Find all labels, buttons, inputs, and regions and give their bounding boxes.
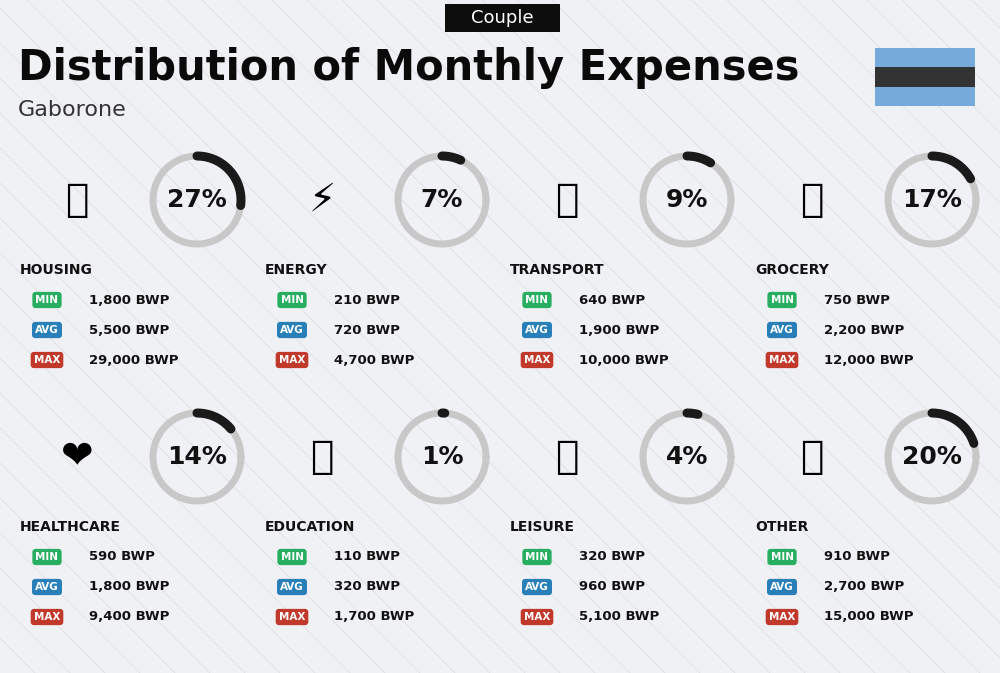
- Text: OTHER: OTHER: [755, 520, 808, 534]
- Text: 7%: 7%: [421, 188, 463, 212]
- Text: MIN: MIN: [770, 552, 794, 562]
- Text: EDUCATION: EDUCATION: [265, 520, 355, 534]
- Text: MAX: MAX: [279, 355, 305, 365]
- Text: MAX: MAX: [524, 355, 550, 365]
- Text: 9,400 BWP: 9,400 BWP: [89, 610, 169, 623]
- Text: 4,700 BWP: 4,700 BWP: [334, 353, 414, 367]
- Text: LEISURE: LEISURE: [510, 520, 575, 534]
- Text: MIN: MIN: [770, 295, 794, 305]
- Text: 110 BWP: 110 BWP: [334, 551, 400, 563]
- Text: 1,800 BWP: 1,800 BWP: [89, 581, 169, 594]
- Text: 14%: 14%: [167, 445, 227, 469]
- Text: 4%: 4%: [666, 445, 708, 469]
- Text: HEALTHCARE: HEALTHCARE: [20, 520, 121, 534]
- Text: 2,700 BWP: 2,700 BWP: [824, 581, 904, 594]
- Text: GROCERY: GROCERY: [755, 263, 829, 277]
- Text: MAX: MAX: [34, 612, 60, 622]
- Text: Gaborone: Gaborone: [18, 100, 127, 120]
- Text: 5,100 BWP: 5,100 BWP: [579, 610, 659, 623]
- Text: 1,700 BWP: 1,700 BWP: [334, 610, 414, 623]
- Text: 🚌: 🚌: [555, 181, 579, 219]
- Text: MIN: MIN: [526, 295, 548, 305]
- Text: 590 BWP: 590 BWP: [89, 551, 155, 563]
- Text: ❤️: ❤️: [61, 438, 93, 476]
- Text: 720 BWP: 720 BWP: [334, 324, 400, 336]
- Text: 🎓: 🎓: [310, 438, 334, 476]
- Text: 12,000 BWP: 12,000 BWP: [824, 353, 914, 367]
- Text: AVG: AVG: [280, 325, 304, 335]
- Text: 29,000 BWP: 29,000 BWP: [89, 353, 178, 367]
- Text: 640 BWP: 640 BWP: [579, 293, 645, 306]
- Text: TRANSPORT: TRANSPORT: [510, 263, 605, 277]
- Text: 5,500 BWP: 5,500 BWP: [89, 324, 169, 336]
- Text: 2,200 BWP: 2,200 BWP: [824, 324, 904, 336]
- Text: 27%: 27%: [167, 188, 227, 212]
- Text: AVG: AVG: [525, 582, 549, 592]
- Text: 20%: 20%: [902, 445, 962, 469]
- Text: AVG: AVG: [770, 582, 794, 592]
- Text: MIN: MIN: [526, 552, 548, 562]
- Text: 1,900 BWP: 1,900 BWP: [579, 324, 659, 336]
- Text: 1%: 1%: [421, 445, 463, 469]
- Text: ENERGY: ENERGY: [265, 263, 328, 277]
- Text: 👜: 👜: [800, 438, 824, 476]
- Text: 🛒: 🛒: [800, 181, 824, 219]
- Text: MAX: MAX: [769, 355, 795, 365]
- Text: AVG: AVG: [525, 325, 549, 335]
- Text: 9%: 9%: [666, 188, 708, 212]
- Text: MAX: MAX: [769, 612, 795, 622]
- Text: Distribution of Monthly Expenses: Distribution of Monthly Expenses: [18, 47, 800, 89]
- Text: AVG: AVG: [280, 582, 304, 592]
- Text: 10,000 BWP: 10,000 BWP: [579, 353, 669, 367]
- Text: 960 BWP: 960 BWP: [579, 581, 645, 594]
- FancyBboxPatch shape: [444, 4, 560, 32]
- Text: HOUSING: HOUSING: [20, 263, 93, 277]
- Text: 320 BWP: 320 BWP: [579, 551, 645, 563]
- Text: ⚡: ⚡: [308, 181, 336, 219]
- FancyBboxPatch shape: [875, 67, 975, 87]
- FancyBboxPatch shape: [875, 87, 975, 106]
- Text: AVG: AVG: [35, 582, 59, 592]
- Text: 1,800 BWP: 1,800 BWP: [89, 293, 169, 306]
- Text: MIN: MIN: [280, 552, 304, 562]
- Text: Couple: Couple: [471, 9, 533, 27]
- Text: MIN: MIN: [36, 295, 58, 305]
- Text: MAX: MAX: [34, 355, 60, 365]
- Text: MIN: MIN: [280, 295, 304, 305]
- Text: 🛍: 🛍: [555, 438, 579, 476]
- Text: 210 BWP: 210 BWP: [334, 293, 400, 306]
- Text: 320 BWP: 320 BWP: [334, 581, 400, 594]
- Text: MAX: MAX: [524, 612, 550, 622]
- Text: 🏢: 🏢: [65, 181, 89, 219]
- Text: MIN: MIN: [36, 552, 58, 562]
- Text: AVG: AVG: [35, 325, 59, 335]
- FancyBboxPatch shape: [875, 48, 975, 67]
- Text: AVG: AVG: [770, 325, 794, 335]
- Text: 17%: 17%: [902, 188, 962, 212]
- Text: 910 BWP: 910 BWP: [824, 551, 890, 563]
- Text: MAX: MAX: [279, 612, 305, 622]
- Text: 750 BWP: 750 BWP: [824, 293, 890, 306]
- Text: 15,000 BWP: 15,000 BWP: [824, 610, 914, 623]
